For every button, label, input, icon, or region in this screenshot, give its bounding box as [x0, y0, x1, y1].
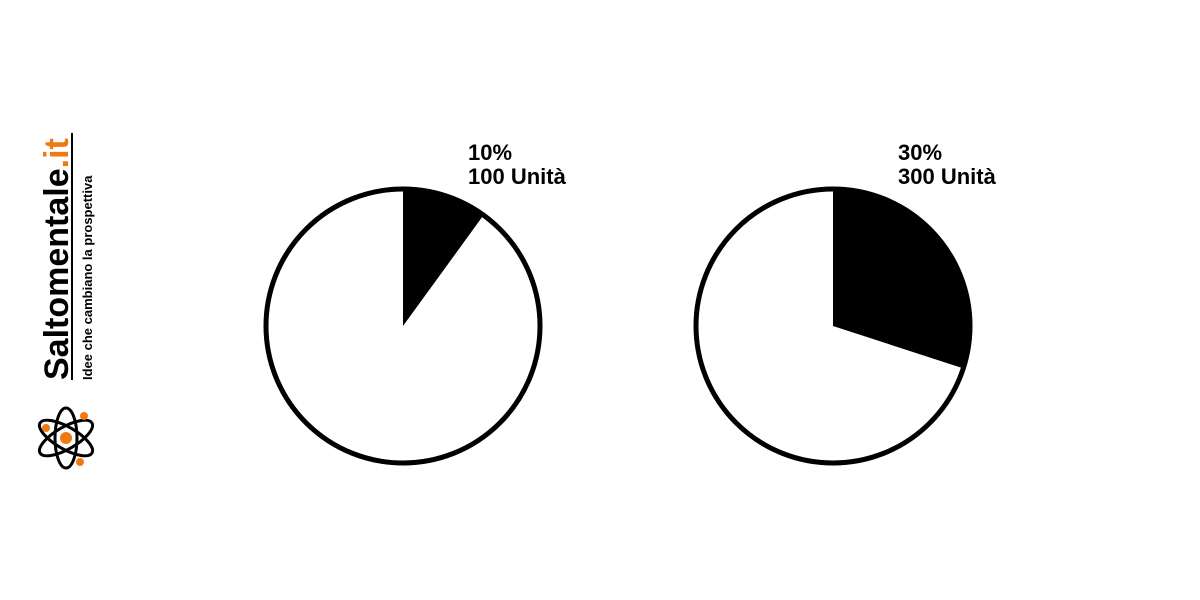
brand-name: Saltomentale.it: [38, 138, 76, 380]
pie-2-percent-label: 30%: [898, 140, 942, 165]
pie-2-slice: [833, 189, 970, 369]
brand-tagline: Idee che cambiano la prospettiva: [80, 175, 95, 380]
pie-1-slice: [403, 189, 484, 326]
pie-2-units-label: 300 Unità: [898, 164, 997, 189]
pie-1-percent-label: 10%: [468, 140, 512, 165]
atom-icon: [37, 406, 95, 470]
pie-1-units-label: 100 Unità: [468, 164, 567, 189]
pie-chart-1: 10% 100 Unità: [263, 140, 567, 466]
pie-chart-2: 30% 300 Unità: [693, 140, 997, 466]
brand-logo: Saltomentale.it Idee che cambiano la pro…: [37, 133, 95, 470]
